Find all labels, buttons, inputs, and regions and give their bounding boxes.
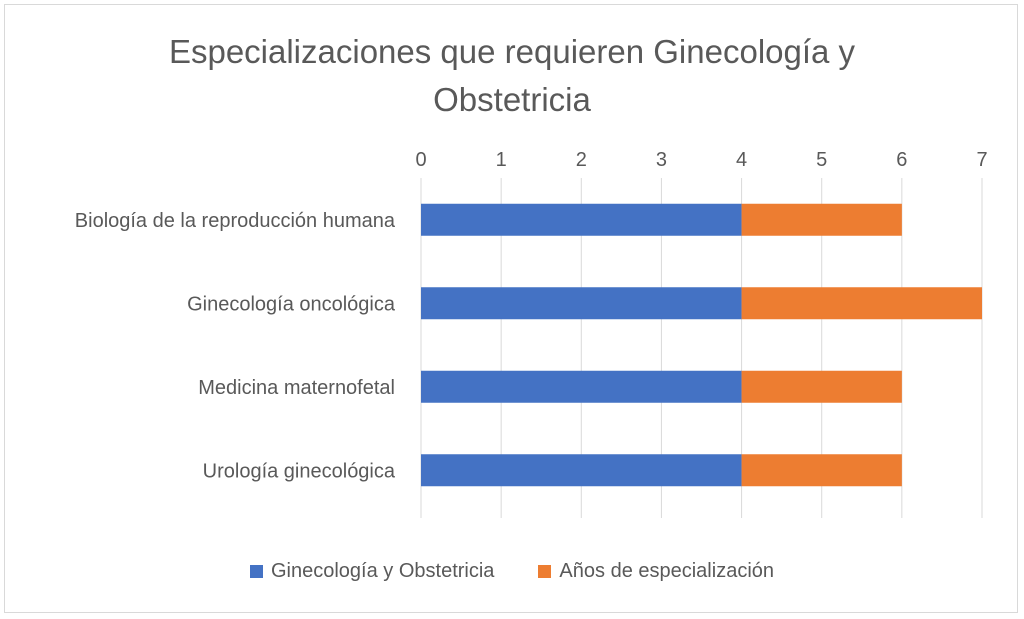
x-tick-label-0: 0 [415,149,426,171]
category-label-1: Ginecología oncológica [187,293,396,315]
x-tick-label-3: 3 [656,149,667,171]
x-tick-label-6: 6 [896,149,907,171]
legend-swatch-anos [538,565,552,578]
legend-label-anos: Años de especialización [559,560,775,582]
category-label-2: Medicina maternofetal [198,377,395,399]
x-tick-label-4: 4 [736,149,747,171]
bar-ginecologia-1 [421,287,742,320]
chart-title: Especializaciones que requieren Ginecolo… [0,28,1024,124]
chart-title-line-2: Obstetricia [433,81,591,118]
x-tick-label-1: 1 [496,149,507,171]
x-tick-label-5: 5 [816,149,827,171]
legend-label-ginecologia: Ginecología y Obstetricia [270,560,495,582]
bar-ginecologia-2 [421,370,742,403]
bar-anos-0 [741,203,902,236]
bar-ginecologia-3 [421,454,742,487]
bar-anos-1 [741,287,982,320]
legend: Ginecología y Obstetricia Años de especi… [0,560,1024,583]
x-tick-label-7: 7 [976,149,987,171]
bar-anos-2 [741,370,902,403]
category-label-0: Biología de la reproducción humana [75,210,396,232]
bar-ginecologia-0 [421,203,742,236]
bar-anos-3 [741,454,902,487]
x-tick-label-2: 2 [576,149,587,171]
category-label-3: Urología ginecológica [203,460,396,482]
legend-item-ginecologia: Ginecología y Obstetricia [249,560,495,583]
legend-item-anos: Años de especialización [538,560,774,583]
legend-swatch-ginecologia [249,565,263,578]
chart-title-line-1: Especializaciones que requieren Ginecolo… [168,33,856,70]
